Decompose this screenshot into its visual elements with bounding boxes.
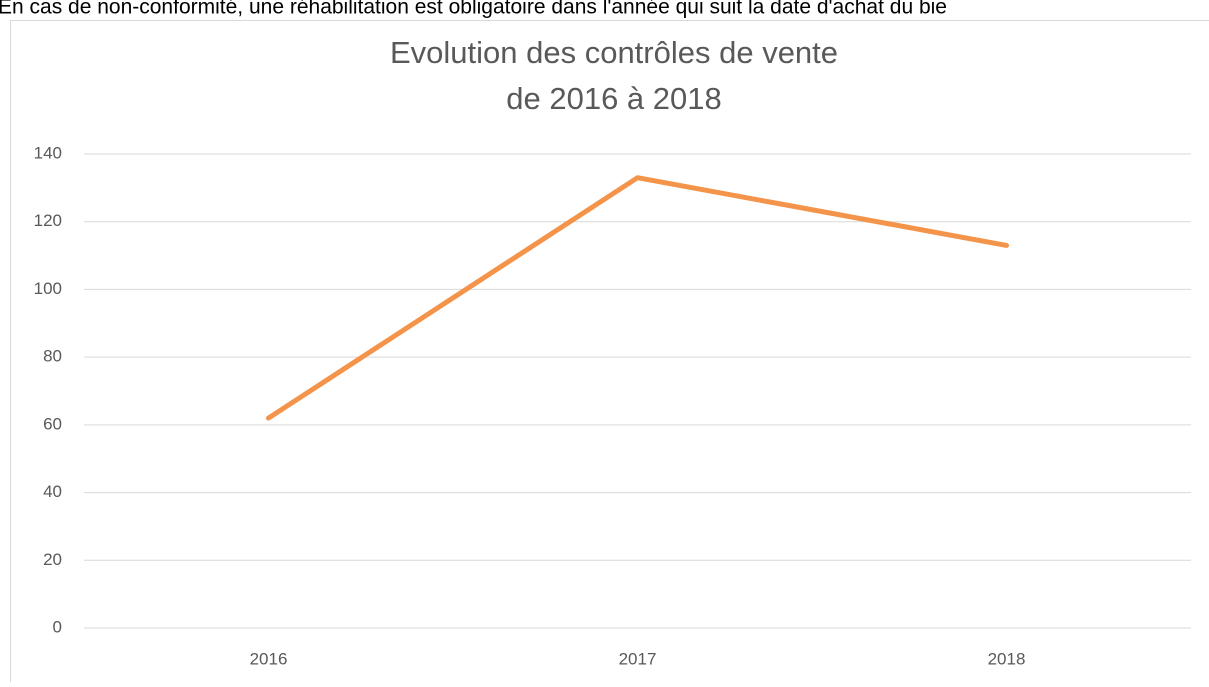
y-tick-label: 80 xyxy=(43,347,62,366)
y-tick-label: 60 xyxy=(43,414,62,433)
y-tick-label: 0 xyxy=(53,617,62,636)
chart-title: de 2016 à 2018 xyxy=(506,81,722,116)
x-tick-label: 2017 xyxy=(619,649,657,668)
chart-frame xyxy=(11,21,1209,683)
x-tick-label: 2018 xyxy=(988,649,1026,668)
x-tick-label: 2016 xyxy=(250,649,288,668)
y-tick-label: 100 xyxy=(34,279,62,298)
chart-title: Evolution des contrôles de vente xyxy=(390,35,838,70)
y-tick-label: 20 xyxy=(43,550,62,569)
y-tick-label: 120 xyxy=(34,211,62,230)
y-tick-label: 40 xyxy=(43,482,62,501)
header-text: En cas de non-conformité, une réhabilita… xyxy=(0,0,947,19)
y-tick-label: 140 xyxy=(34,143,62,162)
